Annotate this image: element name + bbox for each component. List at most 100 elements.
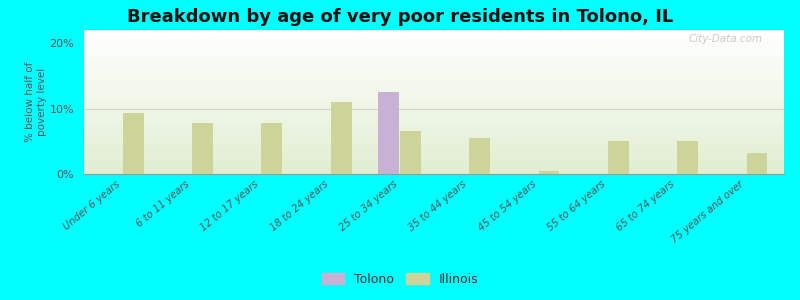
Bar [84,78,784,79]
Bar [84,173,784,174]
Bar [84,65,784,66]
Bar [84,85,784,86]
Bar [84,157,784,158]
Bar [84,43,784,44]
Bar [84,47,784,48]
Bar [84,83,784,84]
Bar [84,30,784,31]
Bar [84,126,784,127]
Legend: Tolono, Illinois: Tolono, Illinois [317,268,483,291]
Bar [262,123,282,174]
Bar [84,55,784,56]
Bar [84,150,784,151]
Bar [84,159,784,160]
Bar [84,138,784,139]
Bar [84,87,784,88]
Bar [84,100,784,101]
Bar [84,73,784,74]
Bar [84,152,784,153]
Bar [84,72,784,73]
Bar [84,50,784,51]
Bar [84,153,784,154]
Bar [84,96,784,97]
Bar [84,113,784,114]
Bar [84,71,784,72]
Y-axis label: % below half of
poverty level: % below half of poverty level [25,62,46,142]
Bar [84,60,784,61]
Bar [84,164,784,165]
Bar [84,155,784,156]
Bar [84,85,784,86]
Bar [84,109,784,110]
Bar [84,118,784,119]
Bar [84,167,784,168]
Bar [84,131,784,132]
Bar [84,137,784,138]
Bar [84,42,784,43]
Bar [84,86,784,87]
Bar [84,105,784,106]
Bar [84,160,784,161]
Bar [84,128,784,129]
Bar [84,140,784,141]
Bar [84,74,784,75]
Bar [84,58,784,59]
Bar [84,102,784,103]
Bar [84,145,784,146]
Bar [84,168,784,169]
Bar [84,70,784,71]
Bar [123,113,144,174]
Bar [84,165,784,166]
Bar [84,57,784,58]
Bar [84,76,784,77]
Bar [84,117,784,118]
Bar [84,156,784,157]
Text: City-Data.com: City-Data.com [689,34,763,44]
Bar [84,172,784,173]
Bar [84,158,784,159]
Bar [538,171,559,174]
Bar [84,77,784,78]
Bar [84,84,784,85]
Bar [84,39,784,40]
Bar [84,64,784,65]
Bar [84,147,784,148]
Bar [84,62,784,63]
Bar [470,138,490,174]
Bar [84,149,784,150]
Bar [84,91,784,92]
Bar [84,141,784,142]
Bar [84,108,784,109]
Bar [84,88,784,89]
Bar [84,34,784,35]
Bar [84,103,784,104]
Bar [84,106,784,107]
Bar [84,151,784,152]
Bar [84,49,784,50]
Bar [84,97,784,98]
Bar [678,141,698,174]
Bar [84,48,784,49]
Bar [84,127,784,128]
Bar [84,112,784,113]
Bar [84,136,784,137]
Bar [84,61,784,62]
Bar [84,32,784,33]
Bar [84,115,784,116]
Bar [84,67,784,68]
Bar [84,59,784,60]
Bar [84,169,784,170]
Bar [84,144,784,145]
Bar [84,41,784,42]
Bar [84,170,784,171]
Bar [84,44,784,45]
Bar [84,68,784,69]
Bar [84,121,784,122]
Bar [84,99,784,100]
Bar [400,131,421,174]
Bar [192,123,213,174]
Bar [84,33,784,34]
Bar [84,142,784,143]
Bar [84,53,784,54]
Bar [84,54,784,55]
